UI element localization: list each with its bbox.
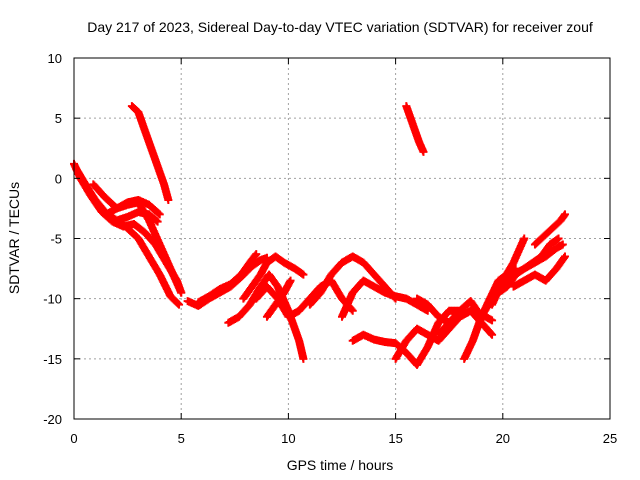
x-tick-label: 10 — [281, 431, 295, 446]
y-axis-label: SDTVAR / TECUs — [6, 182, 22, 294]
y-tick-label: 10 — [48, 51, 62, 66]
data-point — [554, 234, 563, 243]
series-track-5 — [102, 195, 164, 219]
data-point — [560, 210, 569, 219]
y-tick-label: 5 — [55, 111, 62, 126]
data-point — [299, 270, 308, 279]
data-point — [488, 330, 497, 339]
series-track-16 — [402, 102, 428, 156]
data-point — [520, 234, 529, 243]
x-tick-label: 0 — [70, 431, 77, 446]
data-point — [153, 217, 162, 226]
x-tick-label: 15 — [388, 431, 402, 446]
data-point — [252, 250, 261, 259]
x-tick-label: 25 — [603, 431, 617, 446]
data-layer — [70, 102, 569, 369]
y-tick-label: -15 — [43, 352, 62, 367]
data-point — [175, 300, 184, 309]
data-point — [558, 240, 567, 249]
data-point — [348, 306, 357, 315]
x-tick-label: 5 — [178, 431, 185, 446]
y-tick-label: -20 — [43, 412, 62, 427]
series-track-8 — [194, 250, 261, 307]
data-point — [173, 299, 182, 308]
data-point — [286, 276, 295, 285]
series-track-24 — [494, 234, 563, 297]
series-track-10 — [239, 252, 308, 303]
data-point — [164, 195, 173, 204]
data-point — [299, 354, 308, 363]
x-axis-label: GPS time / hours — [287, 457, 394, 473]
data-point — [488, 316, 497, 325]
y-tick-label: -5 — [50, 232, 62, 247]
chart-title: Day 217 of 2023, Sidereal Day-to-day VTE… — [87, 19, 593, 35]
data-point — [487, 329, 496, 338]
series-track-12 — [262, 276, 295, 321]
data-point — [154, 209, 163, 218]
tick-layer: 0 5 10 15 20 25 -20 -15 -10 -5 0 5 10 — [43, 51, 617, 446]
y-tick-label: -10 — [43, 292, 62, 307]
series-track-22 — [509, 252, 569, 291]
y-tick-label: 0 — [55, 171, 62, 186]
data-point — [560, 252, 569, 261]
series-track-14 — [338, 276, 432, 321]
data-point — [152, 216, 161, 225]
x-tick-label: 20 — [496, 431, 510, 446]
series-track-4 — [74, 168, 184, 309]
series-track-23 — [530, 210, 569, 249]
data-point — [155, 210, 164, 219]
data-point — [419, 147, 428, 156]
series-track-6 — [127, 102, 173, 204]
data-point — [177, 288, 186, 297]
